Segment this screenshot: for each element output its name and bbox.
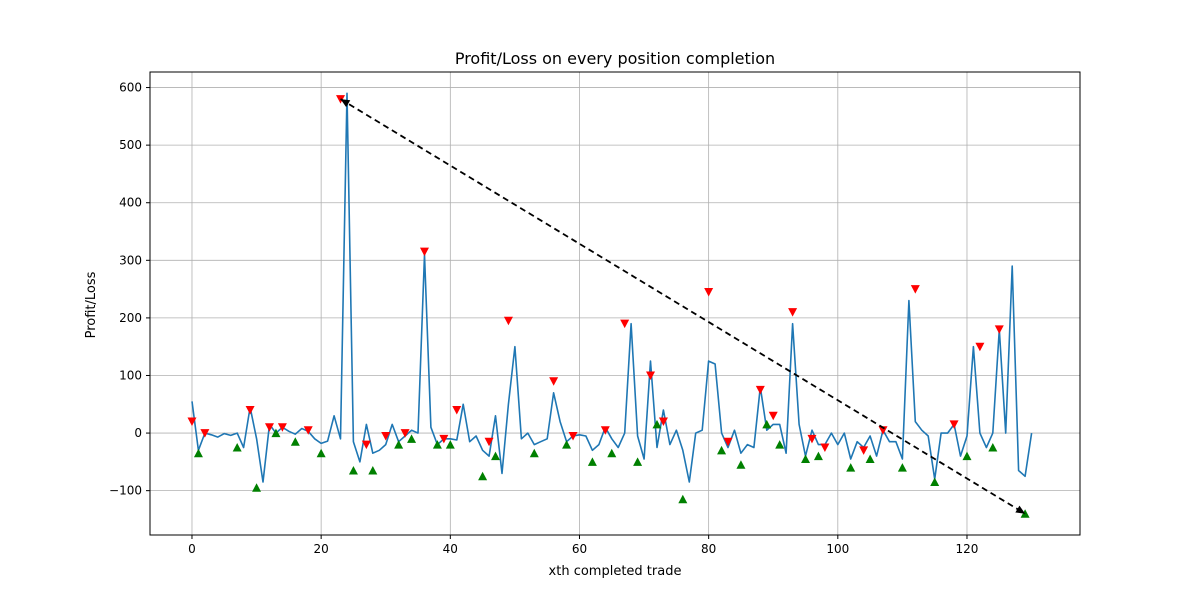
sell-marker (859, 446, 869, 455)
sell-marker (975, 342, 985, 352)
buy-marker (478, 471, 488, 481)
x-tick-label: 120 (956, 542, 979, 556)
buy-marker (394, 440, 404, 449)
x-tick-label: 60 (572, 542, 587, 556)
buy-marker (930, 477, 940, 487)
y-tick-label: 300 (119, 253, 142, 267)
sell-marker (381, 431, 391, 441)
buy-marker (445, 440, 455, 449)
sell-marker (484, 437, 494, 447)
buy-marker (562, 440, 572, 449)
grid (150, 72, 1080, 535)
trend-arrowhead-start (340, 99, 351, 108)
sell-marker (910, 285, 920, 294)
buy-marker (407, 434, 417, 443)
sell-marker (439, 434, 449, 444)
buy-marker (736, 460, 746, 469)
sell-marker (452, 406, 462, 415)
buy-marker (316, 448, 326, 458)
sell-marker (400, 429, 410, 438)
buy-marker (529, 448, 539, 458)
trend-line (340, 98, 1026, 515)
buy-marker (193, 448, 203, 458)
sell-marker (568, 431, 578, 441)
sell-marker (600, 426, 610, 435)
buy-marker (865, 454, 875, 463)
buy-marker (775, 440, 785, 449)
buy-marker (348, 466, 358, 475)
sell-marker (788, 308, 798, 317)
sell-marker (303, 426, 313, 435)
y-tick-label: −100 (109, 484, 142, 498)
y-tick-label: 500 (119, 138, 142, 152)
plot-frame (149, 71, 1081, 536)
buy-marker (290, 437, 300, 446)
sell-marker (994, 325, 1004, 334)
y-tick-label: 0 (134, 426, 142, 440)
buy-marker (897, 463, 907, 472)
sell-marker (768, 411, 778, 421)
buy-marker (232, 442, 242, 452)
x-axis-label: xth completed trade (549, 564, 682, 579)
sell-marker (187, 417, 197, 427)
sell-marker (361, 440, 371, 450)
sell-marker (503, 316, 513, 326)
sell-marker (646, 371, 656, 380)
buy-marker (846, 463, 856, 472)
x-tick-label: 40 (443, 542, 458, 556)
sell-marker (245, 406, 255, 415)
buy-marker (607, 448, 617, 458)
sell-marker (878, 426, 888, 435)
sell-marker (820, 443, 830, 452)
y-tick-label: 200 (119, 311, 142, 325)
sell-marker (264, 423, 274, 432)
sell-marker (277, 423, 287, 432)
sell-marker (704, 287, 714, 297)
buy-marker (652, 419, 662, 429)
sell-marker (807, 434, 817, 444)
trend-arrowhead-end (1015, 505, 1026, 514)
y-axis-label: Profit/Loss (84, 271, 99, 338)
x-tick-label: 100 (826, 542, 849, 556)
y-tick-label: 100 (119, 368, 142, 382)
buy-marker (762, 419, 772, 429)
sell-marker (949, 420, 959, 429)
x-tick-label: 0 (188, 542, 196, 556)
sell-marker (549, 377, 559, 386)
profit-loss-line (191, 92, 1033, 483)
buy-marker (988, 442, 998, 452)
buy-marker (801, 454, 811, 463)
buy-marker (678, 494, 688, 504)
sell-marker (200, 429, 210, 438)
buy-marker (587, 457, 597, 466)
buy-marker (491, 451, 501, 461)
x-tick-label: 80 (701, 542, 716, 556)
axes-ticks: 0 20 40 60 80 100 120 −100 0 100 200 300 400 500 600 (109, 81, 978, 556)
buy-marker (717, 445, 727, 455)
y-tick-label: 600 (119, 81, 142, 95)
buy-marker (813, 451, 823, 461)
sell-marker (723, 437, 733, 447)
buy-marker (962, 451, 972, 461)
buy-marker (368, 466, 378, 475)
sell-marker (658, 417, 668, 427)
chart-title: Profit/Loss on every position completion (455, 49, 775, 68)
buy-marker (271, 428, 281, 438)
y-tick-label: 400 (119, 196, 142, 210)
sell-marker (419, 247, 429, 257)
buy-marker (432, 440, 442, 449)
plot-data (187, 92, 1033, 518)
sell-marker (755, 385, 765, 395)
buy-marker (633, 457, 643, 466)
buy-marker (252, 483, 262, 492)
sell-marker (620, 319, 630, 329)
x-tick-label: 20 (314, 542, 329, 556)
